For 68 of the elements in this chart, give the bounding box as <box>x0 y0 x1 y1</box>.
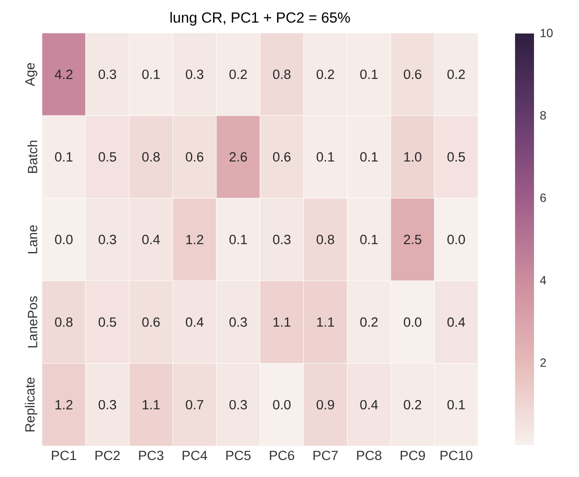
data-label: 0.0 <box>404 317 422 327</box>
data-label: 0.1 <box>360 152 378 162</box>
data-label: 0.6 <box>273 152 290 162</box>
color-bar-label: 2 <box>540 358 546 367</box>
chart-title: lung CR, PC1 + PC2 = 65% <box>170 12 350 26</box>
data-label: 0.3 <box>98 70 116 80</box>
color-bar-label: 6 <box>540 194 546 202</box>
data-label: 0.1 <box>360 234 378 244</box>
y-tick-label: Batch <box>28 140 38 173</box>
x-tick-label: PC1 <box>52 450 76 460</box>
y-tick-label: Lane <box>28 225 38 254</box>
x-tick-label: PC10 <box>440 450 472 460</box>
data-label: 0.8 <box>142 152 160 162</box>
x-tick-label: PC9 <box>400 450 425 460</box>
data-label: 0.2 <box>447 70 465 80</box>
data-label: 0.5 <box>98 152 116 162</box>
data-label: 0.4 <box>186 317 204 327</box>
data-label: 0.6 <box>404 70 422 80</box>
data-label: 0.7 <box>186 400 204 410</box>
data-label: 1.2 <box>186 234 204 244</box>
data-label: 1.1 <box>317 318 334 327</box>
data-label: 2.6 <box>230 152 247 162</box>
data-label: 0.3 <box>273 234 290 244</box>
x-tick-label: PC8 <box>357 450 382 460</box>
color-bar-label: 4 <box>540 276 546 284</box>
x-tick-label: PC7 <box>314 450 338 460</box>
data-label: 0.8 <box>316 234 334 244</box>
data-label: 2.5 <box>404 234 422 244</box>
data-label: 0.8 <box>273 70 290 80</box>
color-bar-label: 10 <box>540 28 553 38</box>
data-label: 0.2 <box>404 400 422 410</box>
data-label: 0.2 <box>360 317 378 327</box>
data-label: 1.1 <box>142 400 160 410</box>
x-tick-label: PC4 <box>182 450 208 460</box>
data-label: 0.0 <box>273 400 291 410</box>
data-label: 0.4 <box>360 400 378 410</box>
data-label: 0.3 <box>98 234 116 244</box>
data-label: 0.6 <box>186 152 204 162</box>
data-label: 0.8 <box>55 317 72 327</box>
data-label: 0.3 <box>98 400 116 410</box>
data-label: 1.0 <box>404 152 422 162</box>
data-label: 0.6 <box>142 317 160 327</box>
x-tick-label: PC6 <box>270 450 294 460</box>
y-tick-label: LanePos <box>28 296 38 348</box>
data-label: 0.4 <box>447 317 466 327</box>
data-label: 0.0 <box>447 234 465 244</box>
y-tick-label: Replicate <box>24 378 38 432</box>
x-tick-label: PC3 <box>139 450 164 460</box>
y-tick-label: Age <box>25 63 38 86</box>
data-label: 0.5 <box>447 152 465 162</box>
data-label: 0.1 <box>447 400 465 410</box>
data-label: 0.1 <box>142 70 160 80</box>
x-tick-label: PC2 <box>96 450 120 460</box>
data-label: 0.0 <box>55 234 73 244</box>
data-label: 0.9 <box>316 400 334 410</box>
data-label: 0.3 <box>229 317 247 327</box>
data-label: 0.3 <box>186 70 204 80</box>
data-label: 0.1 <box>316 152 334 162</box>
data-label: 0.1 <box>229 234 247 244</box>
data-label: 1.1 <box>274 318 290 327</box>
color-bar-label: 8 <box>540 111 546 120</box>
data-label: 0.1 <box>360 70 378 80</box>
data-label: 0.4 <box>142 234 160 244</box>
data-label: 0.2 <box>316 70 334 80</box>
data-label: 0.2 <box>229 70 247 80</box>
data-label: 0.3 <box>229 400 247 410</box>
data-label: 0.5 <box>98 317 116 327</box>
x-tick-label: PC5 <box>226 450 251 460</box>
